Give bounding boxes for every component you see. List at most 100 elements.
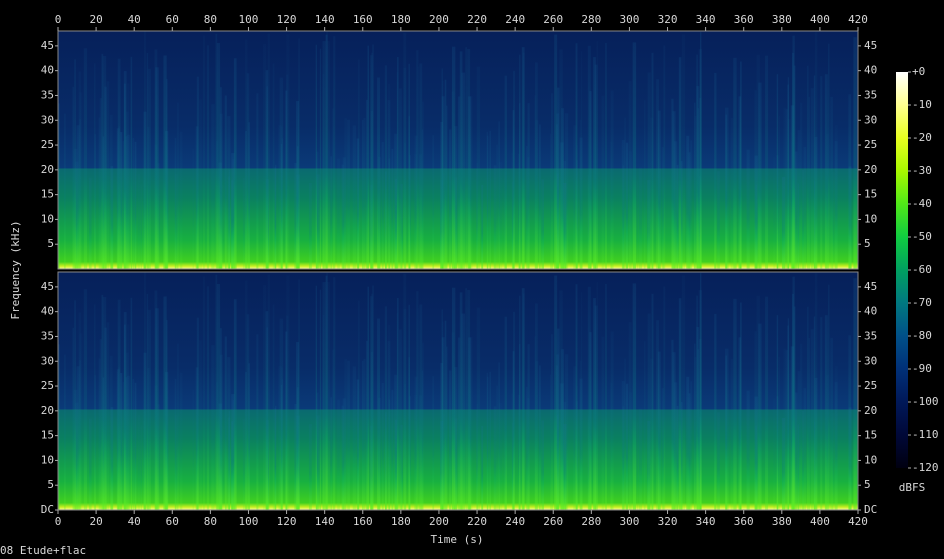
spectral-streak — [496, 385, 499, 510]
spectral-streak — [76, 125, 80, 269]
spectral-streak — [519, 181, 522, 269]
spectral-streak — [347, 360, 350, 510]
spectral-streak — [279, 77, 284, 269]
x-tick-label: 360 — [734, 13, 754, 26]
colorbar-tick-label: -30 — [912, 164, 932, 177]
spectral-streak — [848, 166, 852, 269]
spectral-streak — [356, 379, 360, 510]
spectral-streak — [459, 51, 463, 270]
spectral-streak — [579, 378, 583, 510]
spectral-streak — [64, 113, 66, 269]
spectral-streak — [394, 133, 398, 269]
spectral-streak — [539, 365, 541, 510]
spectral-streak — [202, 35, 205, 270]
spectral-streak — [526, 146, 528, 269]
spectral-streak — [330, 397, 332, 510]
spectral-streak — [663, 286, 666, 510]
spectral-streak — [714, 72, 717, 269]
spectral-streak — [296, 342, 300, 510]
y-tick-label: 5 — [864, 237, 871, 250]
spectral-streak — [72, 86, 75, 269]
spectral-streak — [853, 278, 857, 510]
spectral-streak — [192, 389, 194, 510]
x-tick-label: 20 — [89, 515, 102, 528]
spectral-streak — [694, 357, 697, 510]
x-tick-label: 20 — [89, 13, 102, 26]
spectral-streak — [813, 75, 816, 269]
spectral-streak — [174, 415, 178, 510]
spectral-streak — [647, 313, 651, 510]
spectral-streak — [246, 314, 250, 510]
spectral-streak — [601, 95, 605, 269]
spectral-streak — [137, 414, 140, 510]
spectral-streak — [476, 409, 478, 510]
spectral-streak — [94, 63, 96, 270]
spectral-streak — [638, 408, 642, 510]
spectral-streak — [367, 45, 369, 269]
spectral-streak — [315, 44, 317, 270]
spectral-streak — [657, 110, 661, 269]
spectral-streak — [554, 34, 558, 270]
spectral-streak — [801, 169, 804, 269]
colorbar-tick-label: -50 — [912, 230, 932, 243]
spectral-streak — [518, 344, 521, 510]
spectral-streak — [263, 285, 267, 510]
colorbar-tick-label: -80 — [912, 329, 932, 342]
spectral-streak — [446, 346, 448, 510]
spectral-streak — [109, 114, 113, 269]
y-tick-label: 10 — [864, 453, 877, 466]
spectral-streak — [72, 327, 75, 510]
spectral-streak — [256, 93, 259, 269]
x-tick-label: 420 — [848, 13, 868, 26]
spectral-streak — [493, 406, 497, 510]
spectral-streak — [832, 172, 835, 269]
spectral-streak — [79, 92, 83, 270]
spectral-streak — [199, 340, 202, 510]
spectral-streak — [486, 131, 488, 269]
colorbar — [896, 72, 908, 468]
y-tick-label: 30 — [864, 113, 877, 126]
spectral-streak — [177, 102, 179, 269]
spectral-streak — [792, 35, 795, 269]
spectral-streak — [202, 276, 205, 510]
y-tick-label: 40 — [41, 64, 54, 77]
spectral-streak — [137, 173, 140, 269]
spectral-streak — [119, 132, 123, 269]
spectral-streak — [834, 382, 838, 510]
spectral-streak — [521, 288, 525, 510]
spectral-streak — [814, 422, 816, 510]
spectral-streak — [242, 419, 245, 510]
spectral-streak — [122, 382, 124, 510]
spectral-streak — [267, 33, 270, 270]
x-tick-label: 320 — [658, 13, 678, 26]
spectral-streak — [678, 57, 682, 269]
spectral-streak — [486, 372, 488, 510]
x-tick-label: 200 — [429, 13, 449, 26]
spectral-streak — [331, 108, 335, 270]
spectral-streak — [534, 95, 537, 269]
spectral-streak — [414, 154, 418, 269]
spectral-streak — [163, 296, 167, 510]
spectral-streak — [513, 70, 516, 269]
spectral-streak — [814, 273, 818, 510]
y-tick-label: DC — [41, 503, 54, 516]
y-tick-label: 35 — [864, 88, 877, 101]
spectral-streak — [363, 118, 366, 269]
spectral-streak — [446, 105, 448, 269]
spectral-streak — [132, 137, 135, 269]
spectral-streak — [526, 387, 528, 510]
x-tick-label: 220 — [467, 515, 487, 528]
x-tick-label: 180 — [391, 515, 411, 528]
spectral-streak — [419, 63, 423, 270]
spectral-streak — [559, 49, 563, 269]
spectral-streak — [224, 336, 227, 510]
x-tick-label: 400 — [810, 13, 830, 26]
spectral-streak — [730, 359, 734, 510]
y-tick-label: 30 — [41, 113, 54, 126]
x-tick-label: 100 — [239, 515, 259, 528]
spectral-streak — [231, 394, 235, 510]
spectral-streak — [331, 349, 335, 510]
y-tick-label: 10 — [41, 453, 54, 466]
spectral-streak — [99, 339, 102, 510]
spectral-streak — [493, 165, 497, 269]
